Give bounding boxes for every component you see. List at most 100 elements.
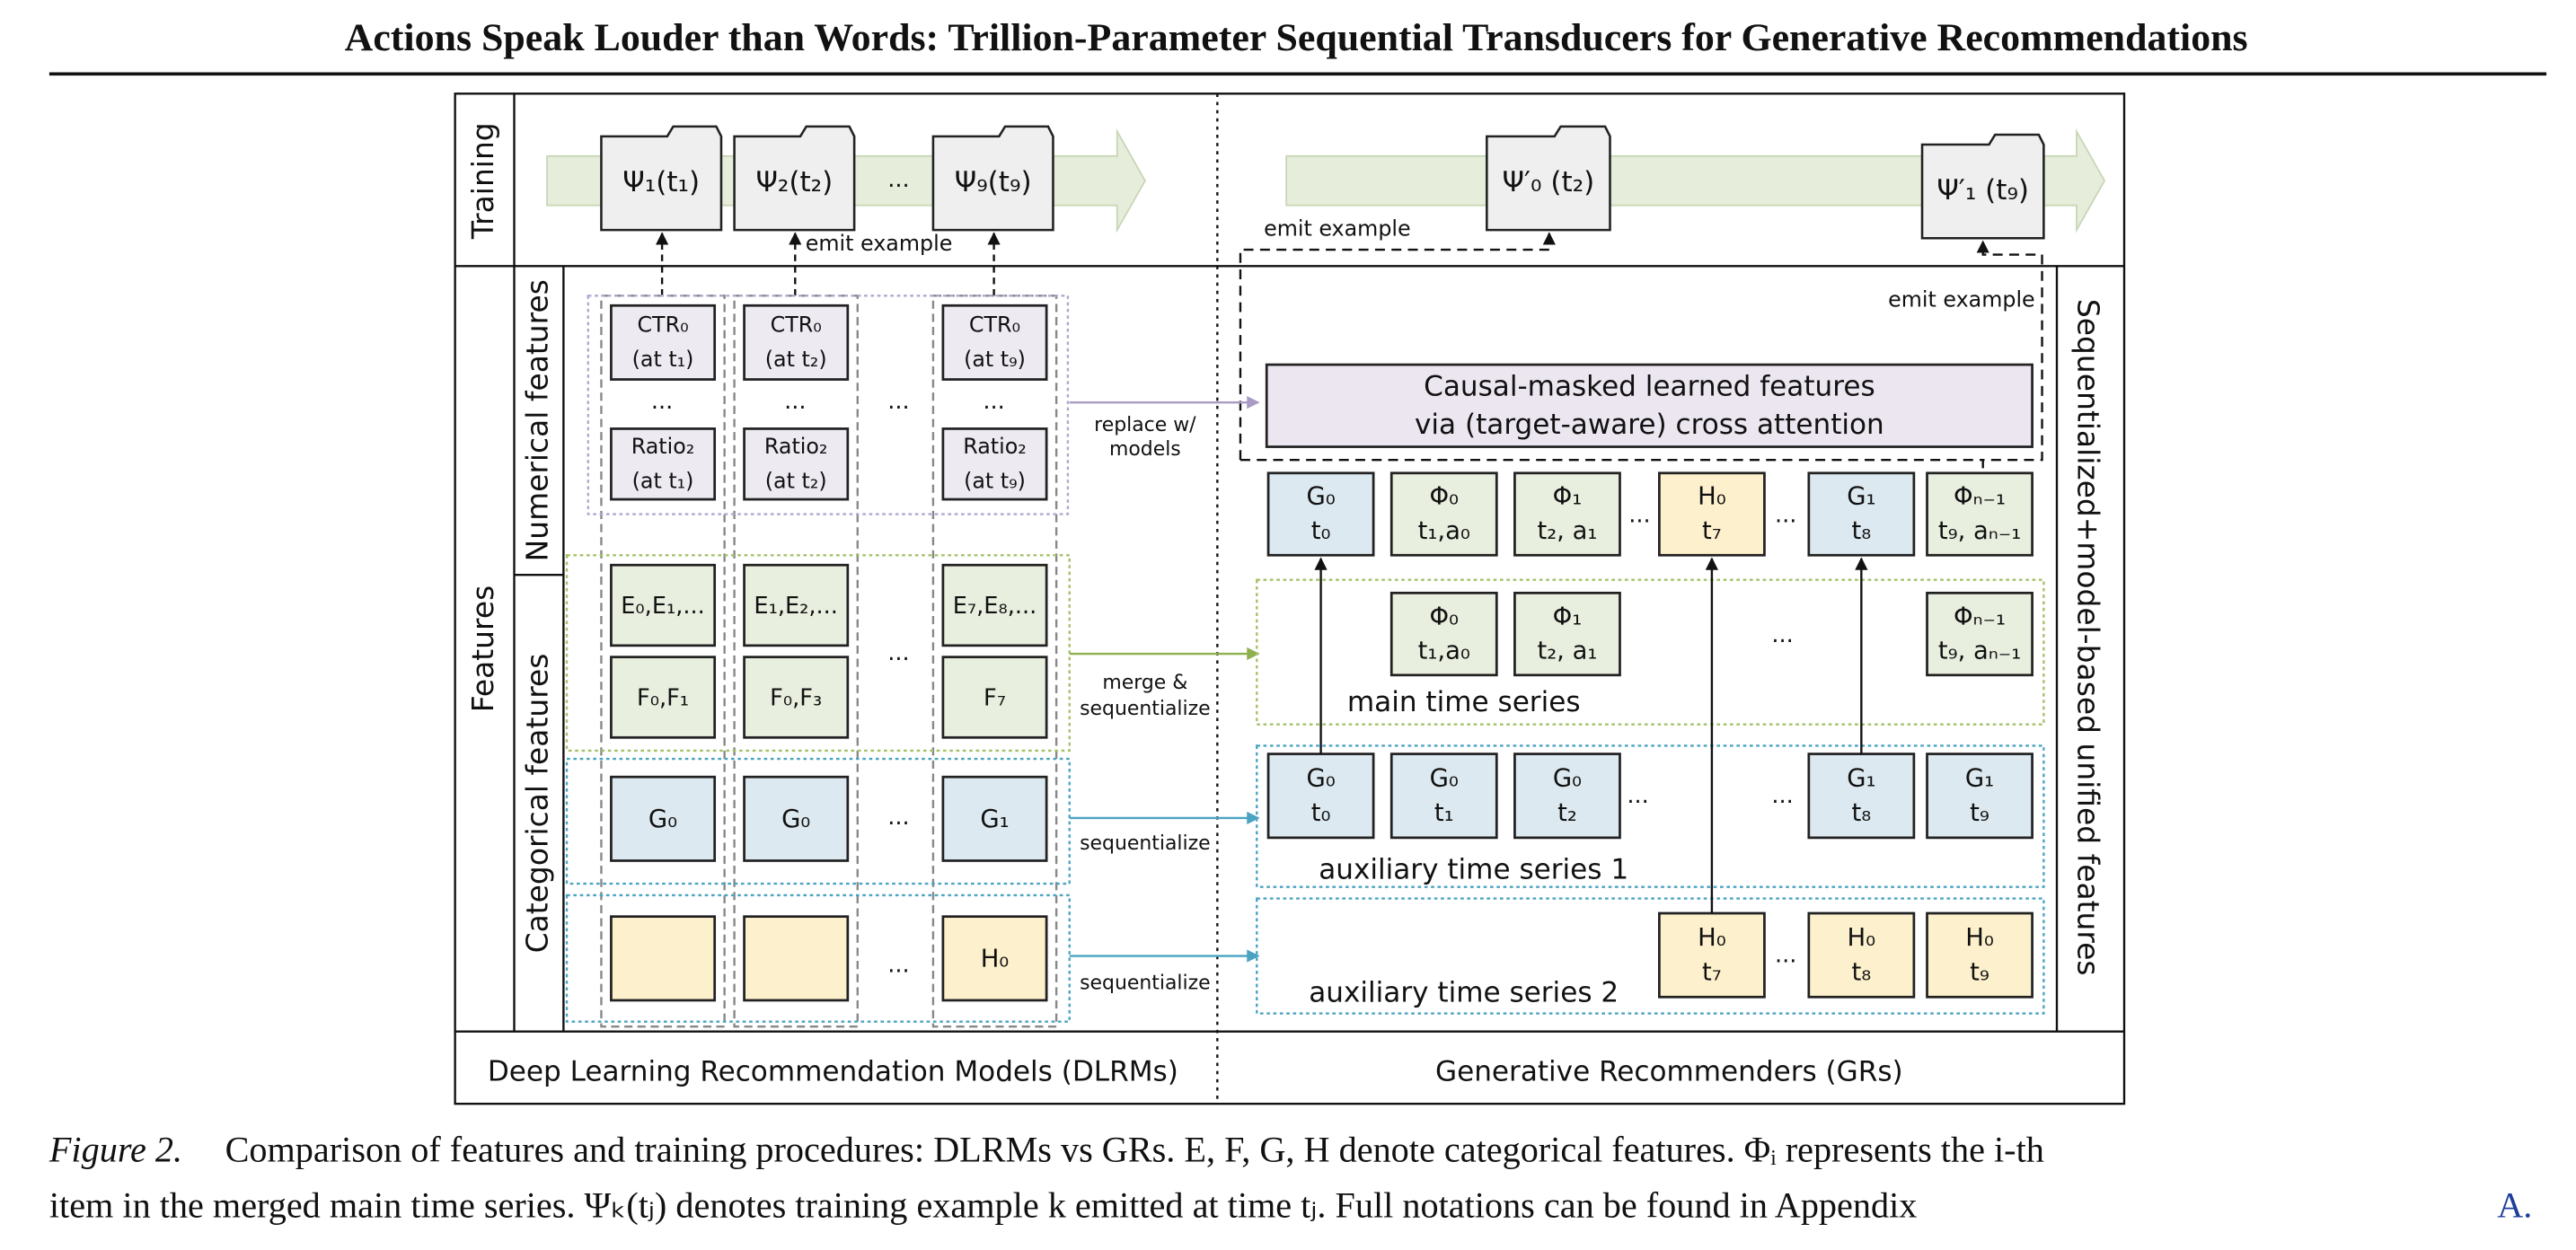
box-label: t₁,a₀ bbox=[1418, 638, 1470, 665]
box-label: F₀,F₃ bbox=[770, 684, 822, 711]
box-label: t₉ bbox=[1970, 958, 1989, 986]
series-group bbox=[1256, 744, 2045, 888]
ellipsis: ... bbox=[887, 639, 909, 666]
ellipsis: ... bbox=[1628, 501, 1650, 528]
box-label: t₁,a₀ bbox=[1418, 517, 1470, 545]
feature-box bbox=[941, 775, 1048, 862]
box-label: G₀ bbox=[648, 805, 677, 833]
example-label: Ψ₁(t₁) bbox=[622, 166, 700, 198]
footer-label: Generative Recommenders (GRs) bbox=[1435, 1055, 1903, 1087]
example-box bbox=[600, 125, 723, 232]
example-box bbox=[733, 125, 856, 232]
feature-box bbox=[1389, 471, 1498, 557]
box-label: CTR₀ bbox=[771, 312, 822, 338]
example-column bbox=[931, 295, 1058, 1028]
connector-label: merge & bbox=[1102, 672, 1187, 694]
feature-box bbox=[743, 563, 850, 647]
ellipsis: ... bbox=[887, 952, 909, 979]
box-label: t₉, aₙ₋₁ bbox=[1938, 638, 2021, 665]
causal-box bbox=[1265, 363, 2033, 448]
example-label: Ψ′₁ (t₉) bbox=[1936, 174, 2029, 207]
appendix-link[interactable]: A. bbox=[2497, 1184, 2532, 1225]
box-label: t₈ bbox=[1851, 517, 1871, 545]
connector-label: replace w/ bbox=[1094, 414, 1196, 436]
box-label: Ratio₂ bbox=[764, 434, 828, 459]
ellipsis: ... bbox=[1771, 621, 1793, 648]
box-label: H₀ bbox=[981, 946, 1010, 973]
section-label: Sequentialized+model-based unified featu… bbox=[2070, 299, 2105, 976]
box-label: t₂ bbox=[1557, 799, 1577, 827]
feature-box bbox=[1658, 911, 1766, 999]
box-label: Φ₀ bbox=[1429, 483, 1459, 511]
box-label: (at t₁) bbox=[632, 468, 694, 493]
box-label: t₁ bbox=[1434, 799, 1454, 827]
example-label: Ψ₂(t₂) bbox=[755, 166, 833, 198]
box-label: CTR₀ bbox=[969, 312, 1020, 338]
emit-label: emit example bbox=[1888, 286, 2035, 312]
box-label: t₂, a₁ bbox=[1537, 638, 1597, 665]
feature-box bbox=[941, 427, 1048, 501]
connector-label: sequentialize bbox=[1080, 973, 1211, 995]
ellipsis: ... bbox=[784, 388, 806, 415]
box-label: t₈ bbox=[1851, 958, 1871, 986]
feature-box bbox=[1807, 753, 1916, 840]
section-label: Training bbox=[465, 122, 500, 240]
box-label: G₀ bbox=[1306, 483, 1335, 511]
example-box bbox=[931, 125, 1054, 232]
ellipsis: ... bbox=[887, 804, 909, 831]
box-label: H₀ bbox=[1965, 924, 1994, 952]
feature-box bbox=[610, 915, 717, 1002]
box-label: F₀,F₁ bbox=[637, 684, 689, 711]
box-label: t₉, aₙ₋₁ bbox=[1938, 517, 2021, 545]
feature-box bbox=[1926, 753, 2033, 840]
frame bbox=[454, 92, 2126, 1105]
connector-label: sequentialize bbox=[1080, 832, 1211, 855]
feature-box bbox=[1389, 591, 1498, 677]
feature-box bbox=[610, 427, 717, 501]
connector-label: sequentialize bbox=[1080, 698, 1211, 720]
ellipsis: ... bbox=[651, 388, 673, 415]
series-label: auxiliary time series 1 bbox=[1319, 853, 1628, 885]
box-label: t₀ bbox=[1311, 517, 1331, 545]
box-label: G₁ bbox=[1847, 483, 1875, 511]
box-label: G₁ bbox=[1847, 764, 1875, 792]
ellipsis: ... bbox=[1771, 782, 1793, 809]
feature-box bbox=[941, 915, 1048, 1002]
box-label: H₀ bbox=[1698, 924, 1726, 952]
feature-box bbox=[743, 915, 850, 1002]
example-box bbox=[1486, 125, 1611, 232]
box-label: G₀ bbox=[1306, 764, 1335, 792]
box-label: Φₙ₋₁ bbox=[1954, 603, 2006, 630]
feature-box bbox=[610, 304, 717, 381]
section-label: Categorical features bbox=[519, 654, 554, 954]
box-label: H₀ bbox=[1698, 483, 1726, 511]
box-label: (at t₂) bbox=[765, 468, 827, 493]
feature-box bbox=[743, 427, 850, 501]
example-label: Ψ₉(t₉) bbox=[955, 166, 1032, 198]
box-label: t₉ bbox=[1970, 799, 1989, 827]
ellipsis: ... bbox=[1627, 782, 1648, 809]
feature-box bbox=[1658, 471, 1766, 557]
box-label: E₇,E₈,... bbox=[953, 593, 1037, 620]
series-group bbox=[1256, 578, 2045, 726]
connector-label: models bbox=[1109, 438, 1181, 461]
feature-box bbox=[1926, 591, 2033, 677]
feature-box bbox=[1926, 471, 2033, 557]
ellipsis: ... bbox=[887, 166, 909, 193]
feature-box bbox=[610, 775, 717, 862]
section-label: Numerical features bbox=[519, 279, 554, 561]
example-column bbox=[733, 295, 859, 1028]
box-label: t₈ bbox=[1851, 799, 1871, 827]
series-label: main time series bbox=[1347, 686, 1581, 718]
example-label: Ψ′₀ (t₂) bbox=[1503, 166, 1595, 198]
box-label: Ratio₂ bbox=[963, 434, 1027, 459]
emit-label: emit example bbox=[1264, 216, 1411, 242]
group-categorical bbox=[565, 893, 1071, 1023]
box-label: (at t₉) bbox=[964, 347, 1026, 372]
feature-box bbox=[941, 563, 1048, 647]
box-label: G₀ bbox=[1553, 764, 1582, 792]
box-label: t₀ bbox=[1311, 799, 1331, 827]
box-label: t₇ bbox=[1702, 958, 1722, 986]
